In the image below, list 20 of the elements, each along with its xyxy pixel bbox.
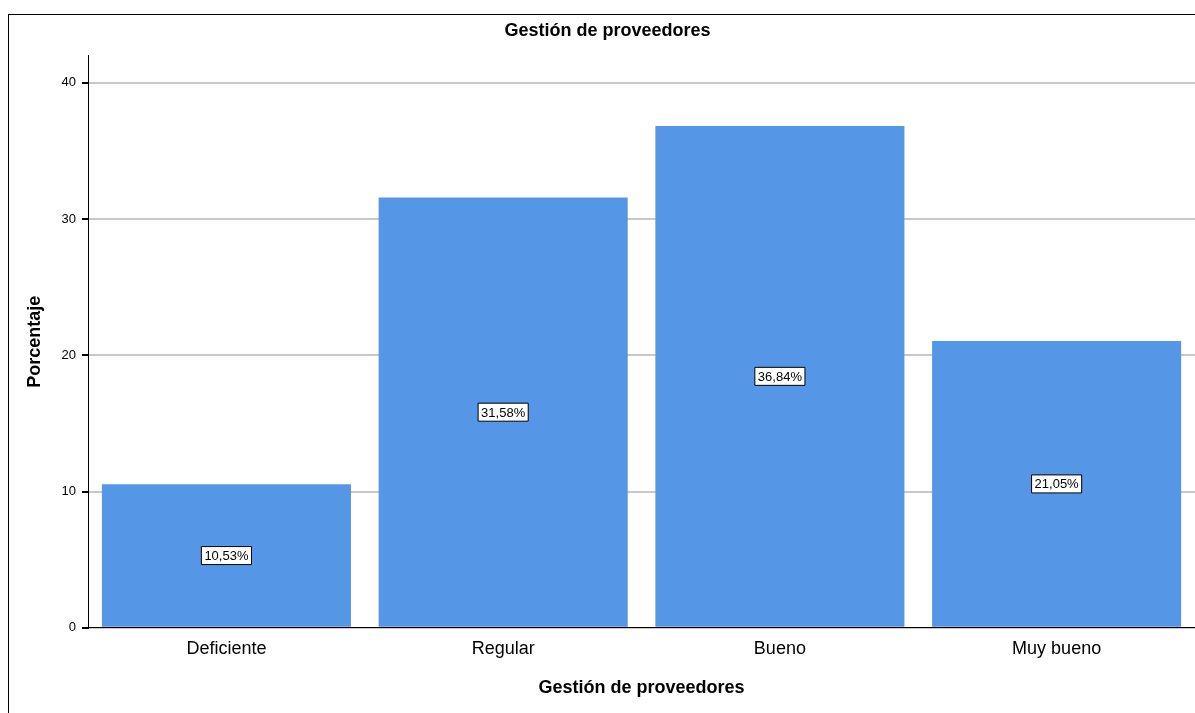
x-axis-title: Gestión de proveedores — [538, 677, 745, 698]
bar — [378, 197, 628, 627]
x-tick-label: Bueno — [753, 637, 806, 658]
y-tick-label: 0 — [68, 619, 77, 635]
data-label: 10,53% — [204, 548, 249, 564]
y-axis-title: Porcentaje — [23, 295, 44, 388]
y-tick-label: 40 — [61, 74, 77, 90]
data-label: 31,58% — [481, 404, 526, 420]
chart-title: Gestión de proveedores — [504, 19, 711, 40]
y-tick-label: 10 — [61, 483, 77, 499]
y-tick-label: 30 — [61, 210, 77, 226]
bar — [101, 484, 351, 627]
x-tick-label: Muy bueno — [1012, 637, 1102, 658]
data-label: 36,84% — [757, 368, 803, 384]
bar — [932, 341, 1182, 627]
data-label: 21,05% — [1034, 476, 1080, 492]
x-tick-label: Deficiente — [186, 637, 267, 658]
x-tick-label: Regular — [471, 637, 535, 658]
y-tick-label: 20 — [61, 346, 77, 362]
bar — [655, 125, 905, 627]
